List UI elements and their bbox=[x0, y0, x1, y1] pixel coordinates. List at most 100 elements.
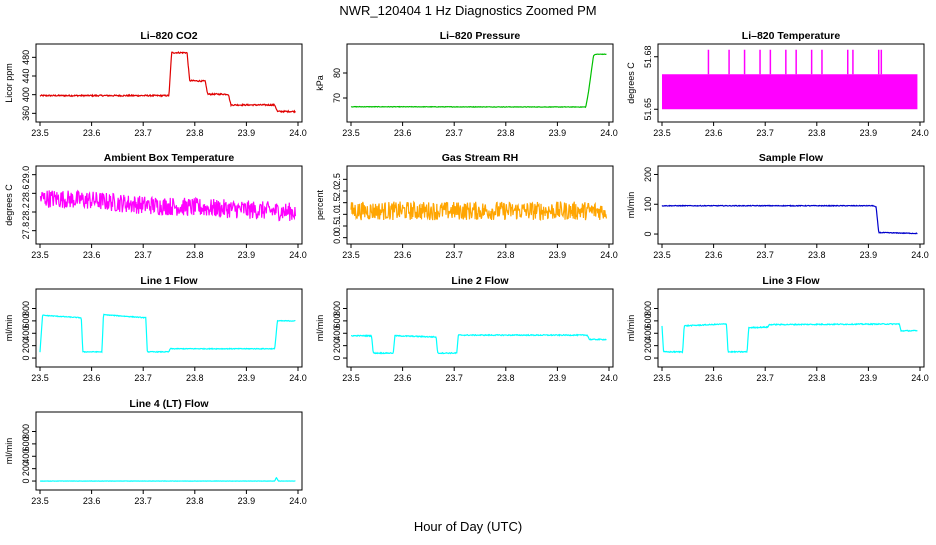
x-tick-label: 23.9 bbox=[860, 250, 878, 260]
y-tick-label: 27.8 bbox=[21, 222, 31, 240]
panel-title: Gas Stream RH bbox=[442, 152, 518, 164]
x-tick-label: 23.9 bbox=[238, 128, 256, 138]
plot-frame bbox=[346, 43, 614, 123]
y-tick-label: 70 bbox=[332, 93, 342, 103]
plot-frame bbox=[657, 165, 925, 245]
y-tick-label: 600 bbox=[21, 313, 31, 328]
x-tick-label: 23.6 bbox=[705, 250, 723, 260]
y-tick-label: 0 bbox=[332, 356, 342, 361]
y-tick-label: 600 bbox=[21, 436, 31, 451]
x-tick-label: 23.5 bbox=[653, 128, 671, 138]
panel-title: Li–820 Temperature bbox=[742, 30, 841, 42]
x-tick-label: 23.9 bbox=[860, 128, 878, 138]
x-tick-label: 24.0 bbox=[911, 250, 929, 260]
panel-title: Line 4 (LT) Flow bbox=[129, 398, 209, 410]
y-tick-label: 0 bbox=[21, 356, 31, 361]
y-axis-label: degrees C bbox=[626, 62, 636, 104]
x-tick-label: 23.6 bbox=[394, 128, 412, 138]
y-tick-label: 400 bbox=[21, 449, 31, 464]
y-axis-label: kPa bbox=[315, 75, 325, 91]
panel-10: Line 4 (LT) Flow 23.5 23.6 23.7 23.8 23.9 24.0… bbox=[4, 398, 307, 506]
y-tick-label: 800 bbox=[21, 424, 31, 439]
x-tick-label: 24.0 bbox=[289, 373, 307, 383]
x-tick-label: 24.0 bbox=[289, 128, 307, 138]
y-tick-label: 200 bbox=[21, 461, 31, 476]
y-axis-label: Licor ppm bbox=[4, 63, 14, 103]
x-tick-label: 23.6 bbox=[83, 496, 101, 506]
y-tick-label: 28.6 bbox=[21, 185, 31, 203]
x-tick-label: 23.7 bbox=[134, 250, 152, 260]
x-tick-label: 23.8 bbox=[808, 128, 826, 138]
panel-6: Sample Flow 23.5 23.6 23.7 23.8 23.9 24.0 0 100 2… bbox=[626, 152, 929, 260]
y-tick-label: 400 bbox=[21, 87, 31, 102]
x-tick-label: 23.5 bbox=[31, 496, 49, 506]
x-tick-label: 23.5 bbox=[31, 128, 49, 138]
x-tick-label: 24.0 bbox=[600, 250, 618, 260]
y-tick-label: 2.0 bbox=[332, 185, 342, 198]
x-tick-label: 23.5 bbox=[342, 373, 360, 383]
y-tick-label: 0 bbox=[21, 479, 31, 484]
panel-title: Ambient Box Temperature bbox=[104, 152, 235, 164]
x-tick-label: 23.7 bbox=[134, 373, 152, 383]
panel-title: Sample Flow bbox=[759, 152, 824, 164]
y-tick-label: 200 bbox=[21, 338, 31, 353]
y-tick-label: 200 bbox=[332, 338, 342, 353]
y-axis-label: percent bbox=[315, 189, 325, 220]
plot-frame bbox=[35, 288, 303, 368]
panel-title: Line 2 Flow bbox=[451, 275, 509, 287]
y-tick-label: 200 bbox=[643, 167, 653, 182]
y-tick-label: 600 bbox=[332, 313, 342, 328]
y-tick-label: 400 bbox=[21, 326, 31, 341]
x-tick-label: 23.7 bbox=[445, 128, 463, 138]
x-tick-label: 23.9 bbox=[238, 373, 256, 383]
panel-title: Line 1 Flow bbox=[140, 275, 198, 287]
series-line bbox=[350, 200, 608, 221]
y-tick-label: 51.68 bbox=[643, 45, 653, 68]
x-tick-label: 23.7 bbox=[445, 250, 463, 260]
x-tick-label: 23.8 bbox=[497, 128, 515, 138]
panel-3: Li–820 Temperature 23.5 23.6 23.7 23.8 23.9 24… bbox=[626, 30, 929, 138]
series-line bbox=[350, 53, 607, 109]
x-tick-label: 24.0 bbox=[911, 373, 929, 383]
panels: Li–820 CO2 23.5 23.6 23.7 23.8 23.9 24.0 360 400… bbox=[4, 30, 929, 506]
x-tick-label: 23.6 bbox=[83, 250, 101, 260]
panel-title: Li–820 Pressure bbox=[440, 30, 521, 42]
x-tick-label: 23.8 bbox=[186, 373, 204, 383]
x-tick-label: 23.9 bbox=[238, 250, 256, 260]
x-tick-label: 24.0 bbox=[289, 250, 307, 260]
y-tick-label: 1.5 bbox=[332, 196, 342, 209]
panel-2: Li–820 Pressure 23.5 23.6 23.7 23.8 23.9 24.0 7… bbox=[315, 30, 618, 138]
y-axis-label: ml/min bbox=[315, 315, 325, 342]
x-tick-label: 23.5 bbox=[342, 250, 360, 260]
y-tick-label: 2.5 bbox=[332, 173, 342, 186]
x-tick-label: 24.0 bbox=[600, 373, 618, 383]
series-line bbox=[39, 51, 296, 114]
plot-frame bbox=[346, 288, 614, 368]
series-line bbox=[661, 204, 918, 235]
x-tick-label: 23.5 bbox=[653, 250, 671, 260]
panel-4: Ambient Box Temperature 23.5 23.6 23.7 23.8 2… bbox=[4, 152, 307, 260]
y-tick-label: 0 bbox=[643, 232, 653, 237]
x-tick-label: 23.9 bbox=[238, 496, 256, 506]
x-tick-label: 23.8 bbox=[497, 373, 515, 383]
panel-title: Li–820 CO2 bbox=[140, 30, 197, 42]
x-tick-label: 23.7 bbox=[445, 373, 463, 383]
figure-xlabel: Hour of Day (UTC) bbox=[414, 519, 522, 534]
y-tick-label: 360 bbox=[21, 106, 31, 121]
panel-title: Line 3 Flow bbox=[762, 275, 820, 287]
panel-8: Line 2 Flow 23.5 23.6 23.7 23.8 23.9 24.0 0 2004… bbox=[315, 275, 618, 383]
y-tick-label: 0.5 bbox=[332, 220, 342, 233]
plot-frame bbox=[657, 288, 925, 368]
y-tick-label: 200 bbox=[643, 338, 653, 353]
x-tick-label: 23.5 bbox=[31, 373, 49, 383]
x-tick-label: 23.6 bbox=[705, 373, 723, 383]
x-tick-label: 23.6 bbox=[83, 128, 101, 138]
y-axis-label: ml/min bbox=[4, 438, 14, 465]
panel-5: Gas Stream RH 23.5 23.6 23.7 23.8 23.9 24.0 0.0… bbox=[315, 152, 618, 260]
x-tick-label: 24.0 bbox=[911, 128, 929, 138]
y-axis-label: ml/min bbox=[626, 192, 636, 219]
x-tick-label: 23.7 bbox=[756, 128, 774, 138]
y-tick-label: 400 bbox=[643, 326, 653, 341]
x-tick-label: 23.9 bbox=[860, 373, 878, 383]
